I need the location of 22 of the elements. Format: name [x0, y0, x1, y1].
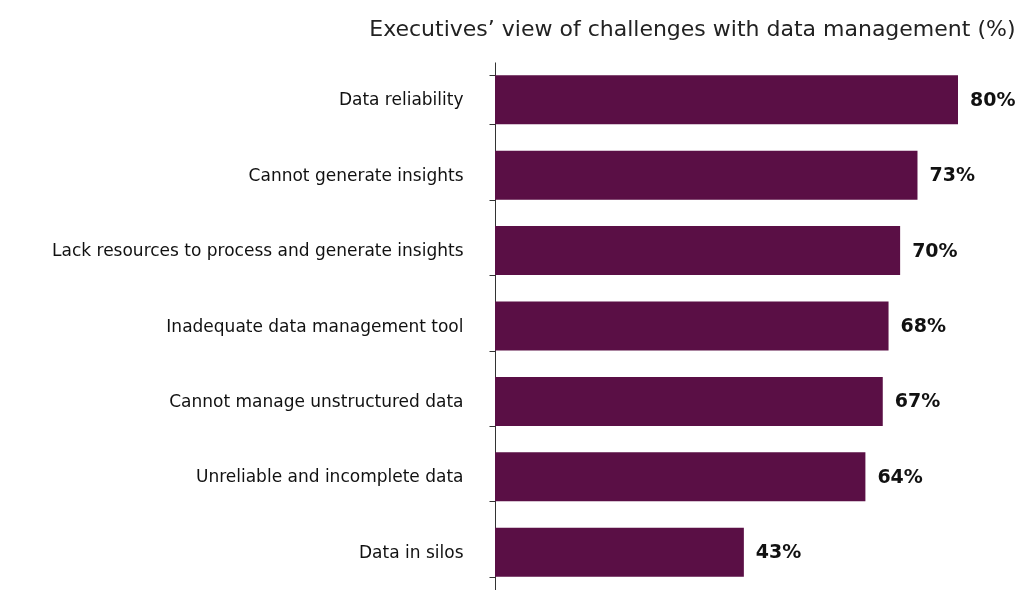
y-tick-label: Data in silos — [359, 541, 464, 562]
data-label: 68% — [900, 314, 947, 336]
bar — [495, 226, 901, 276]
y-tick-label: Unreliable and incomplete data — [195, 466, 464, 487]
chart-title: Executives’ view of challenges with data management (%) — [369, 16, 1016, 41]
data-label: 70% — [912, 238, 958, 261]
bar — [495, 301, 889, 351]
data-label: 64% — [877, 464, 923, 487]
y-tick-label: Inadequate data management tool — [166, 315, 464, 336]
data-label: 73% — [929, 163, 975, 186]
bar — [495, 452, 866, 502]
bar — [495, 376, 883, 426]
y-tick-label: Cannot generate insights — [248, 164, 464, 185]
bar — [495, 527, 744, 577]
y-tick-label: Data reliability — [338, 89, 464, 110]
bar — [495, 75, 958, 125]
data-label: 80% — [970, 87, 1016, 110]
y-tick-label: Lack resources to process and generate insights — [52, 240, 464, 261]
y-tick-label: Cannot manage unstructured data — [169, 390, 464, 411]
bar — [495, 150, 918, 200]
data-label: 43% — [755, 540, 802, 563]
data-label: 67% — [894, 389, 941, 412]
